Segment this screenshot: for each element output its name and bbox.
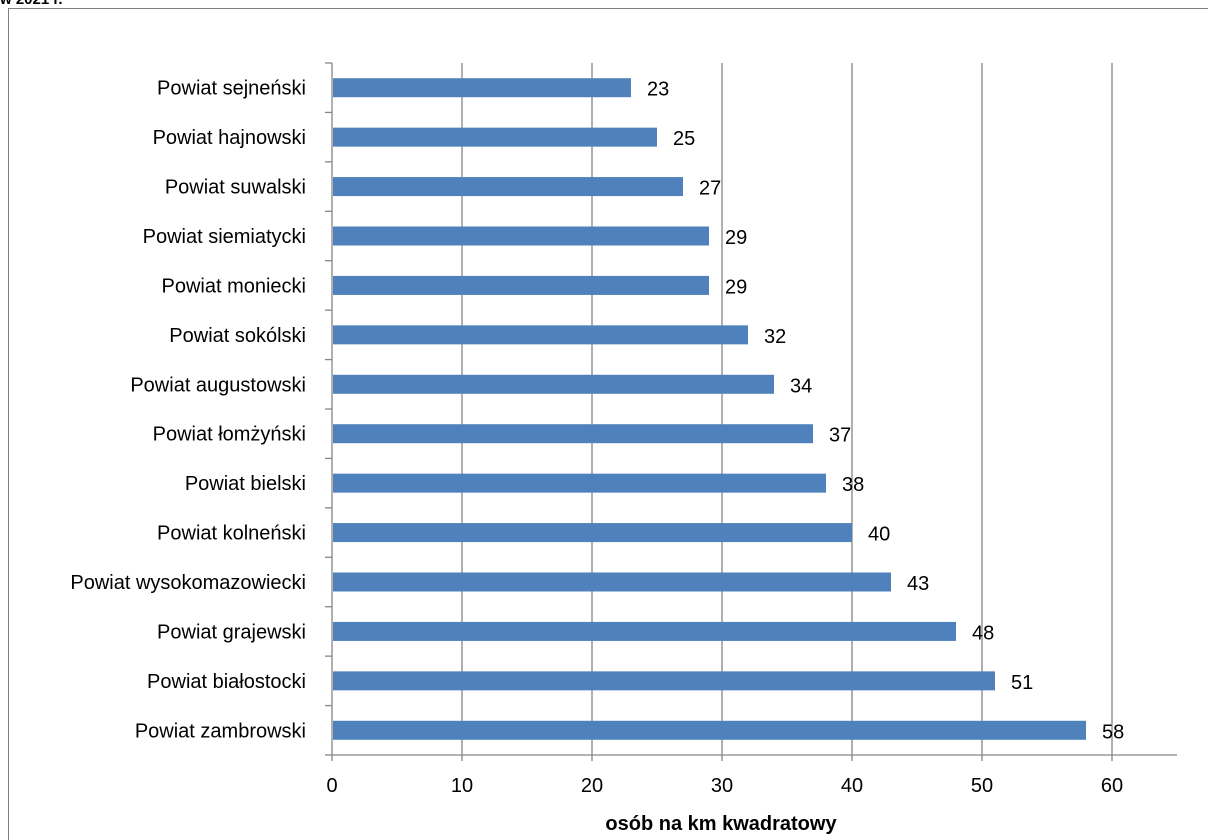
data-label: 37 bbox=[829, 425, 851, 447]
category-label: Powiat moniecki bbox=[161, 275, 306, 297]
labels: 0 10 20 30 40 50 60 Powiat sejneński 23 Powiat ha… bbox=[70, 78, 1124, 797]
category-label: Powiat bielski bbox=[185, 473, 306, 495]
x-tick-label: 20 bbox=[581, 775, 603, 797]
data-label: 58 bbox=[1102, 721, 1124, 743]
axes bbox=[325, 62, 1177, 761]
category-label: Powiat łomżyński bbox=[153, 424, 306, 446]
category-label: Powiat wysokomazowiecki bbox=[70, 572, 306, 594]
bar bbox=[333, 621, 956, 641]
bar bbox=[333, 374, 774, 394]
x-tick-label: 40 bbox=[841, 775, 863, 797]
bar bbox=[333, 177, 683, 197]
data-label: 38 bbox=[842, 474, 864, 496]
bar bbox=[333, 572, 891, 592]
bar bbox=[333, 78, 631, 98]
x-axis-title: osób na km kwadratowy bbox=[605, 813, 837, 835]
data-label: 29 bbox=[725, 227, 747, 249]
bar bbox=[333, 473, 826, 493]
data-label: 29 bbox=[725, 276, 747, 298]
bar bbox=[333, 127, 657, 147]
data-label: 34 bbox=[790, 375, 812, 397]
x-tick-label: 50 bbox=[971, 775, 993, 797]
bar bbox=[333, 671, 995, 691]
category-label: Powiat sokólski bbox=[169, 325, 306, 347]
category-label: Powiat hajnowski bbox=[153, 127, 306, 149]
category-label: Powiat suwalski bbox=[165, 177, 306, 199]
category-label: Powiat białostocki bbox=[147, 671, 306, 693]
bar bbox=[333, 424, 813, 444]
bar bbox=[333, 325, 748, 345]
chart-area bbox=[8, 8, 1208, 840]
data-label: 51 bbox=[1011, 672, 1033, 694]
data-label: 25 bbox=[673, 128, 695, 150]
data-label: 43 bbox=[907, 573, 929, 595]
category-label: Powiat siemiatycki bbox=[143, 226, 306, 248]
category-label: Powiat zambrowski bbox=[135, 720, 306, 742]
gridlines bbox=[461, 63, 1113, 755]
data-label: 23 bbox=[647, 79, 669, 101]
category-label: Powiat augustowski bbox=[130, 374, 306, 396]
data-label: 27 bbox=[699, 178, 721, 200]
data-label: 40 bbox=[868, 524, 890, 546]
category-label: Powiat sejneński bbox=[157, 78, 306, 100]
bar bbox=[333, 226, 709, 246]
data-label: 48 bbox=[972, 622, 994, 644]
chart-caption: w 2021 r. bbox=[0, 0, 63, 8]
category-label: Powiat kolneński bbox=[157, 523, 306, 545]
bar bbox=[333, 275, 709, 295]
bar bbox=[333, 523, 852, 543]
data-label: 32 bbox=[764, 326, 786, 348]
category-label: Powiat grajewski bbox=[157, 621, 306, 643]
bar bbox=[333, 720, 1086, 740]
bars bbox=[333, 78, 1086, 740]
x-tick-label: 0 bbox=[326, 775, 337, 797]
x-tick-label: 10 bbox=[451, 775, 473, 797]
x-tick-label: 60 bbox=[1101, 775, 1123, 797]
x-tick-label: 30 bbox=[711, 775, 733, 797]
